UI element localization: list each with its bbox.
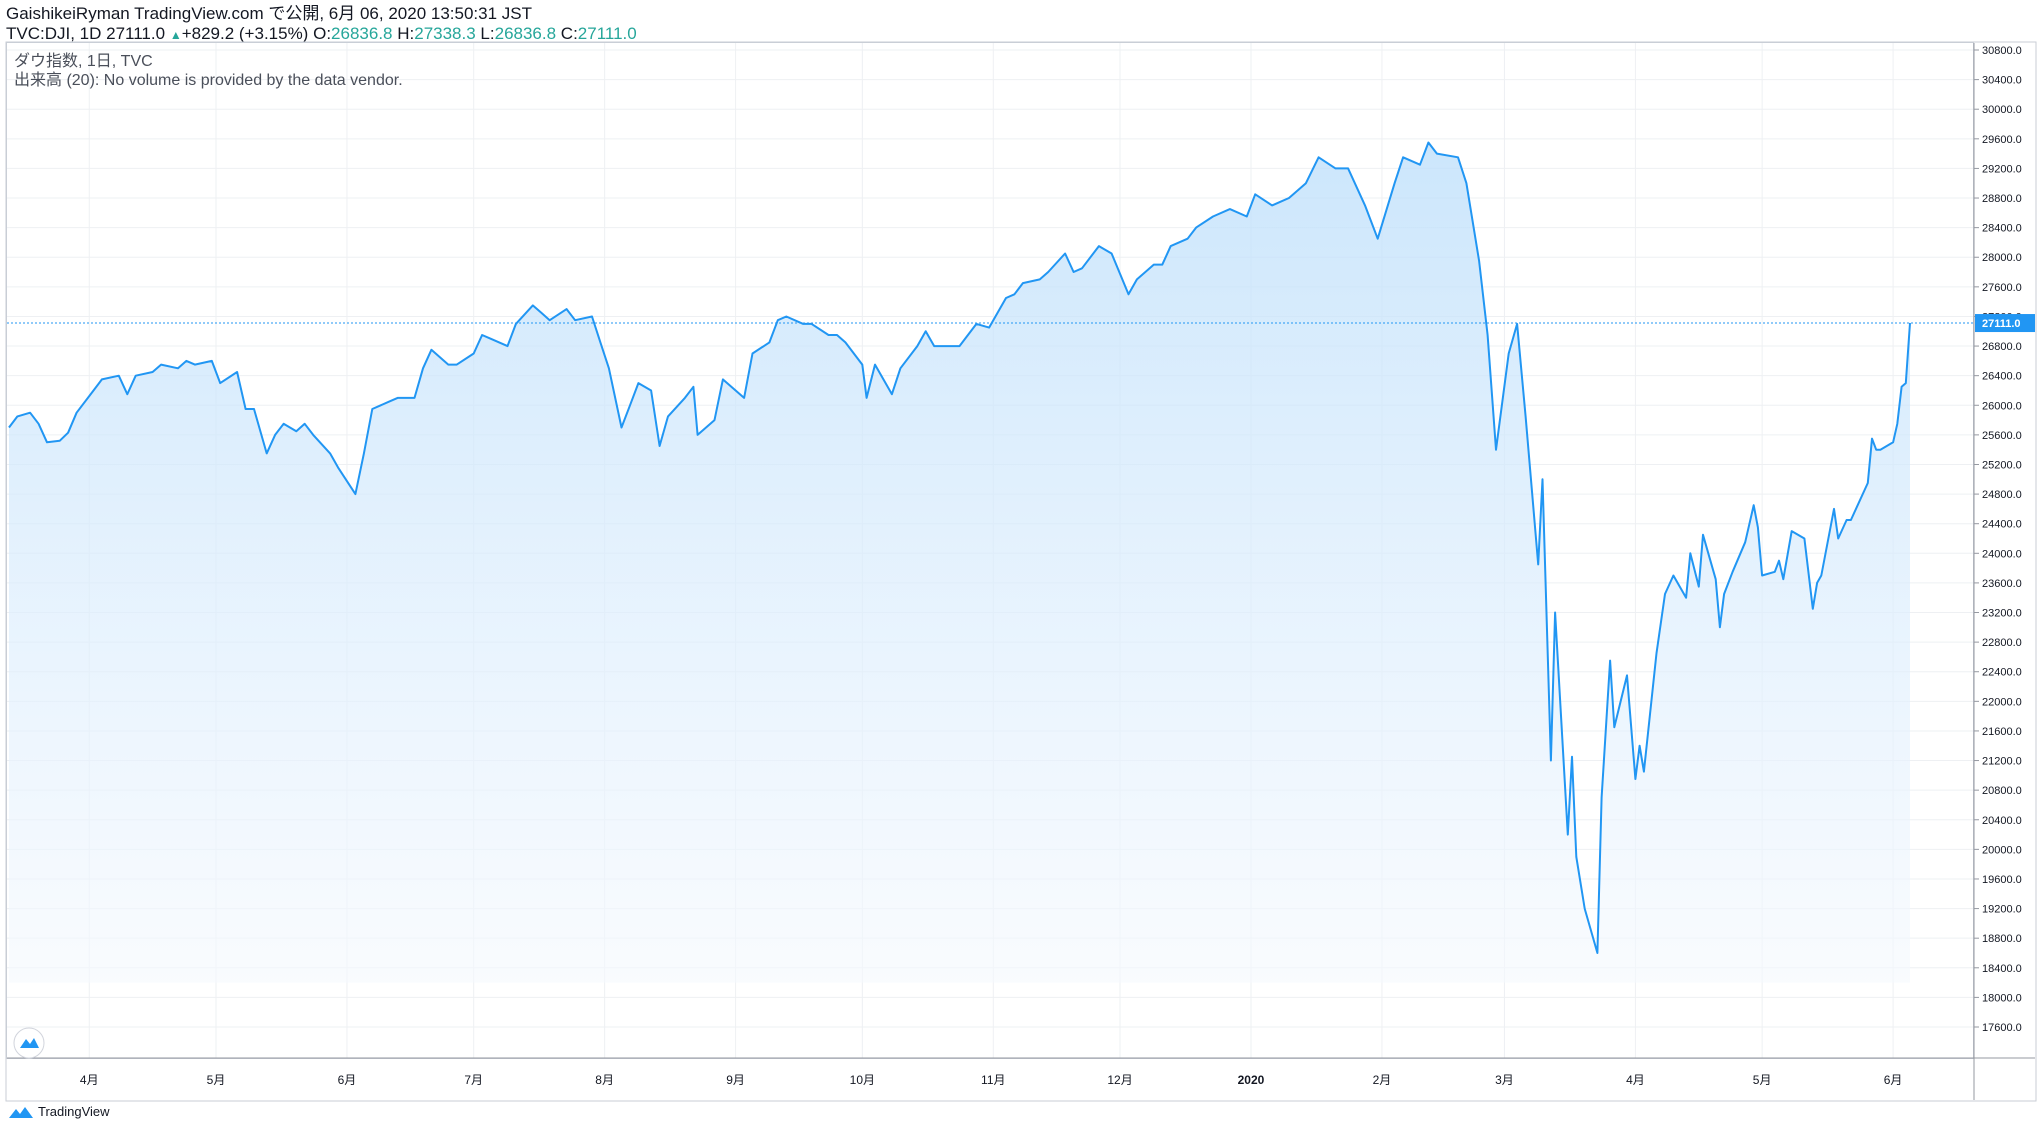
price-line xyxy=(8,141,1911,954)
y-tick-label: 25600.0 xyxy=(1982,430,2022,442)
footer-brand[interactable]: TradingView xyxy=(8,1104,110,1119)
x-tick-label: 2月 xyxy=(1373,1073,1392,1087)
y-tick-label: 28800.0 xyxy=(1982,193,2022,205)
ohlc-row: TVC:DJI, 1D 27111.0 ▲+829.2 (+3.15%) O:2… xyxy=(6,24,637,45)
x-tick-label: 11月 xyxy=(981,1073,1005,1087)
volume-legend: 出来高 (20): No volume is provided by the d… xyxy=(14,72,403,89)
high-value: 27338.3 xyxy=(414,24,476,43)
tradingview-logo-icon xyxy=(9,1106,33,1118)
price-change: +829.2 (+3.15%) xyxy=(181,24,309,43)
last-price-badge xyxy=(1975,314,2035,333)
y-tick-label: 20000.0 xyxy=(1982,844,2022,856)
x-tick-label: 8月 xyxy=(595,1073,614,1087)
x-tick-label: 9月 xyxy=(726,1073,745,1087)
area-fill xyxy=(9,142,1910,983)
y-tick-label: 26800.0 xyxy=(1982,341,2022,353)
y-tick-label: 25200.0 xyxy=(1982,459,2022,471)
up-arrow-icon: ▲ xyxy=(169,28,182,42)
x-tick-label: 5月 xyxy=(1753,1073,1772,1087)
open-value: 26836.8 xyxy=(331,24,393,43)
footer-brand-label: TradingView xyxy=(38,1104,110,1119)
y-tick-label: 18400.0 xyxy=(1982,963,2022,975)
x-tick-label: 6月 xyxy=(338,1073,357,1087)
x-tick-label: 7月 xyxy=(464,1073,483,1087)
y-tick-label: 26000.0 xyxy=(1982,400,2022,412)
y-tick-label: 23200.0 xyxy=(1982,608,2022,620)
close-value: 27111.0 xyxy=(577,24,637,43)
x-tick-label: 3月 xyxy=(1495,1073,1514,1087)
last-price-badge-label: 27111.0 xyxy=(1982,318,2021,330)
y-tick-label: 19200.0 xyxy=(1982,904,2022,916)
y-tick-label: 20400.0 xyxy=(1982,815,2022,827)
y-tick-label: 21600.0 xyxy=(1982,726,2022,738)
y-tick-label: 30000.0 xyxy=(1982,104,2022,116)
low-value: 26836.8 xyxy=(494,24,557,43)
y-tick-label: 24800.0 xyxy=(1982,489,2022,501)
x-tick-label: 10月 xyxy=(850,1073,875,1087)
chart-header: GaishikeiRyman TradingView.com で公開, 6月 0… xyxy=(6,4,637,45)
last-price: 27111.0 xyxy=(106,24,166,43)
series-legend: ダウ指数, 1日, TVC xyxy=(14,53,153,70)
x-tick-label: 12月 xyxy=(1107,1073,1132,1087)
y-tick-label: 30400.0 xyxy=(1982,75,2022,87)
high-label: H: xyxy=(397,24,415,43)
y-tick-label: 30800.0 xyxy=(1982,45,2022,57)
y-tick-label: 19600.0 xyxy=(1982,874,2022,886)
low-label: L: xyxy=(480,24,495,43)
x-tick-label: 4月 xyxy=(1626,1073,1645,1087)
x-tick-label: 2020 xyxy=(1238,1073,1265,1087)
x-tick-label: 6月 xyxy=(1884,1073,1903,1087)
y-tick-label: 24400.0 xyxy=(1982,519,2022,531)
close-label: C: xyxy=(560,24,578,43)
y-tick-label: 26400.0 xyxy=(1982,371,2022,383)
open-label: O: xyxy=(313,24,332,43)
y-tick-label: 29600.0 xyxy=(1982,134,2022,146)
chart-logo-icon xyxy=(20,1038,39,1048)
symbol-label: TVC:DJI, 1D xyxy=(6,24,102,43)
y-tick-label: 23600.0 xyxy=(1982,578,2022,590)
y-tick-label: 18800.0 xyxy=(1982,933,2022,945)
y-tick-label: 21200.0 xyxy=(1982,756,2022,768)
y-tick-label: 17600.0 xyxy=(1982,1022,2022,1034)
x-tick-label: 5月 xyxy=(207,1073,226,1087)
chart-legend: ダウ指数, 1日, TVC 出来高 (20): No volume is pro… xyxy=(14,52,403,90)
chart-border xyxy=(5,41,2037,1102)
y-tick-label: 22000.0 xyxy=(1982,696,2022,708)
x-tick-label: 4月 xyxy=(80,1073,99,1087)
y-tick-label: 28400.0 xyxy=(1982,223,2022,235)
y-tick-label: 27600.0 xyxy=(1982,282,2022,294)
y-tick-label: 28000.0 xyxy=(1982,252,2022,264)
y-tick-label: 24000.0 xyxy=(1982,548,2022,560)
y-tick-label: 18000.0 xyxy=(1982,992,2022,1004)
y-tick-label: 22400.0 xyxy=(1982,667,2022,679)
publish-info: GaishikeiRyman TradingView.com で公開, 6月 0… xyxy=(6,4,532,23)
y-tick-label: 29200.0 xyxy=(1982,163,2022,175)
y-tick-label: 20800.0 xyxy=(1982,785,2022,797)
y-tick-label: 22800.0 xyxy=(1982,637,2022,649)
